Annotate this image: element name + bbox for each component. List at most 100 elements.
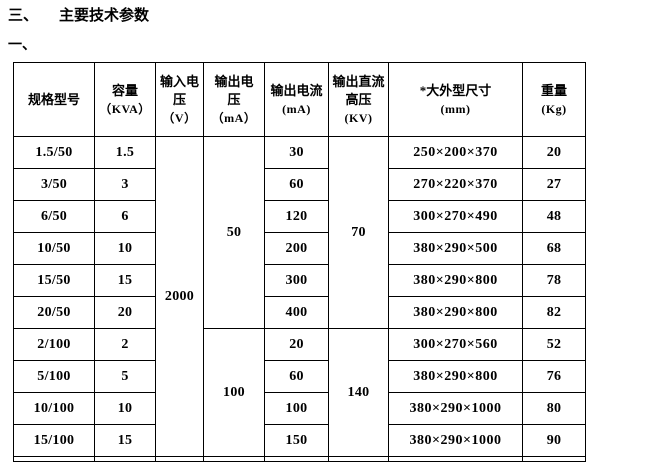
cell-output-current: 400: [264, 296, 329, 329]
cell-model: 2/100: [13, 328, 95, 361]
header-unit: （mA）: [211, 110, 257, 125]
cell-weight: 82: [522, 296, 586, 329]
table-row: 5/100 5 60 380×290×800 76: [13, 360, 586, 393]
cell-dimensions: 380×290×500: [388, 232, 523, 265]
list-item-marker: 一、: [8, 38, 36, 53]
header-title: 输出电流: [270, 82, 323, 98]
cell-output-current: 120: [264, 200, 329, 233]
cell-model: 1.5/50: [13, 136, 95, 169]
cell-weight: 78: [522, 264, 586, 297]
cell-output-current: 100: [264, 392, 329, 425]
table-row: 20/50 20 400 380×290×800 82: [13, 296, 586, 329]
cell-empty: [522, 456, 586, 462]
col-header-model: 规格型号: [13, 62, 95, 137]
cell-capacity: 2: [94, 328, 156, 361]
cell-dimensions: 300×270×560: [388, 328, 523, 361]
cell-model: 15/100: [13, 424, 95, 457]
table-row: 15/100 15 150 380×290×1000 90: [13, 424, 586, 457]
col-header-weight: 重量 (Kg): [522, 62, 586, 137]
cell-capacity: 20: [94, 296, 156, 329]
cell-capacity: 10: [94, 392, 156, 425]
header-title: 容量: [111, 82, 138, 98]
cell-weight: 68: [522, 232, 586, 265]
cell-model: 10/100: [13, 392, 95, 425]
cell-dimensions: 380×290×800: [388, 296, 523, 329]
header-title: 重量: [540, 82, 567, 98]
table-row: 1.5/50 1.5 2000 50 30 70 250×200×370 20: [13, 136, 586, 457]
col-header-output-current: 输出电流 (mA): [264, 62, 329, 137]
cell-empty: [94, 456, 156, 462]
cell-output-voltage: 50: [203, 136, 265, 329]
cell-weight: 90: [522, 424, 586, 457]
header-title: *大外型尺寸: [419, 82, 492, 98]
table-row: 3/50 3 60 270×220×370 27: [13, 168, 586, 201]
cell-empty: [264, 456, 329, 462]
table-row: 10/100 10 100 380×290×1000 80: [13, 392, 586, 425]
col-header-input-voltage: 输入电 压 （V）: [155, 62, 204, 137]
section-heading: 三、 主要技术参数: [8, 7, 149, 26]
cell-output-current: 200: [264, 232, 329, 265]
table-header-row: 规格型号 容量 （KVA） 输入电 压 （V） 输出电 压 （mA） 输出电流: [13, 62, 586, 137]
header-unit: (Kg): [541, 101, 567, 116]
cell-capacity: 6: [94, 200, 156, 233]
header-unit: （V）: [162, 110, 197, 125]
table-row-partial: [13, 456, 586, 462]
cell-dimensions: 380×290×800: [388, 360, 523, 393]
cell-dimensions: 380×290×1000: [388, 424, 523, 457]
header-title: 规格型号: [27, 91, 80, 107]
cell-capacity: 15: [94, 424, 156, 457]
cell-capacity: 15: [94, 264, 156, 297]
table-row: 10/50 10 200 380×290×500 68: [13, 232, 586, 265]
cell-weight: 76: [522, 360, 586, 393]
header-unit: （KVA）: [99, 101, 151, 116]
header-unit: (KV): [344, 110, 373, 125]
cell-model: 10/50: [13, 232, 95, 265]
cell-output-current: 150: [264, 424, 329, 457]
cell-model: 20/50: [13, 296, 95, 329]
technical-parameters-table: 规格型号 容量 （KVA） 输入电 压 （V） 输出电 压 （mA） 输出电流: [13, 62, 586, 462]
cell-model: 6/50: [13, 200, 95, 233]
header-unit: (mA): [282, 101, 311, 116]
spec-table-body: 1.5/50 1.5 2000 50 30 70 250×200×370 20 3/50 3 60 2…: [13, 136, 586, 462]
cell-dimensions: 270×220×370: [388, 168, 523, 201]
cell-empty: [155, 456, 204, 462]
cell-capacity: 3: [94, 168, 156, 201]
col-header-output-voltage: 输出电 压 （mA）: [203, 62, 265, 137]
cell-output-current: 60: [264, 168, 329, 201]
header-title: 输出电 压: [214, 73, 254, 107]
cell-output-current: 30: [264, 136, 329, 169]
cell-weight: 20: [522, 136, 586, 169]
header-unit: (mm): [440, 101, 471, 116]
col-header-dimensions: *大外型尺寸 (mm): [388, 62, 523, 137]
table-row: 2/100 2 100 20 140 300×270×560 52: [13, 328, 586, 457]
cell-empty: [328, 456, 389, 462]
cell-output-current: 20: [264, 328, 329, 361]
cell-model: 15/50: [13, 264, 95, 297]
cell-weight: 80: [522, 392, 586, 425]
cell-dimensions: 380×290×800: [388, 264, 523, 297]
section-heading-text: 主要技术参数: [59, 8, 150, 24]
cell-dimensions: 380×290×1000: [388, 392, 523, 425]
cell-dc-high-voltage: 70: [328, 136, 389, 329]
cell-model: 3/50: [13, 168, 95, 201]
cell-empty: [388, 456, 523, 462]
cell-dc-high-voltage: 140: [328, 328, 389, 457]
cell-empty: [203, 456, 265, 462]
cell-weight: 27: [522, 168, 586, 201]
cell-capacity: 5: [94, 360, 156, 393]
table-row: 6/50 6 120 300×270×490 48: [13, 200, 586, 233]
cell-output-current: 60: [264, 360, 329, 393]
section-heading-number: 三、: [8, 8, 39, 24]
cell-empty: [13, 456, 95, 462]
cell-input-voltage: 2000: [155, 136, 204, 457]
cell-weight: 48: [522, 200, 586, 233]
cell-capacity: 10: [94, 232, 156, 265]
cell-dimensions: 300×270×490: [388, 200, 523, 233]
cell-output-voltage: 100: [203, 328, 265, 457]
cell-output-current: 300: [264, 264, 329, 297]
col-header-dc-high-voltage: 输出直流 高压 (KV): [328, 62, 389, 137]
table-row: 15/50 15 300 380×290×800 78: [13, 264, 586, 297]
header-title: 输出直流 高压: [332, 73, 385, 107]
cell-capacity: 1.5: [94, 136, 156, 169]
